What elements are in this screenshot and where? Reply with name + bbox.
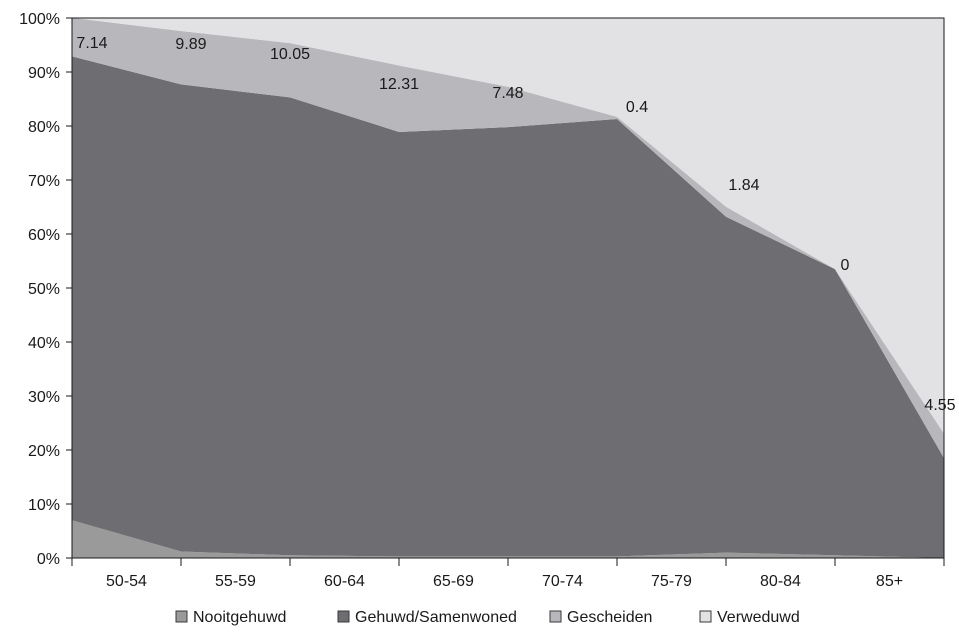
x-tick-label: 85+ xyxy=(876,573,903,590)
data-label: 9.89 xyxy=(175,36,206,53)
data-label: 0.4 xyxy=(626,99,648,116)
x-axis-tick-labels: 50-54 55-59 60-64 65-69 70-74 75-79 80-84 85+ xyxy=(106,573,903,590)
legend-swatch xyxy=(337,610,350,623)
y-tick-label: 80% xyxy=(28,119,60,136)
axes xyxy=(66,17,945,566)
legend-swatch xyxy=(175,610,188,623)
y-axis-tick-labels: 0% 10% 20% 30% 40% 50% 60% 70% 80% 90% 100% xyxy=(19,11,60,568)
legend: Nooitgehuwd Gehuwd/Samenwoned Gescheiden Ve… xyxy=(175,609,800,626)
area-gehuwd-samenwoned xyxy=(72,56,944,559)
data-label: 0 xyxy=(841,257,850,274)
y-tick-label: 40% xyxy=(28,335,60,352)
x-tick-label: 60-64 xyxy=(324,573,365,590)
y-tick-label: 30% xyxy=(28,389,60,406)
x-tick-label: 50-54 xyxy=(106,573,147,590)
x-tick-label: 55-59 xyxy=(215,573,256,590)
y-tick-label: 0% xyxy=(37,551,60,568)
x-tick-label: 65-69 xyxy=(433,573,474,590)
legend-swatch xyxy=(549,610,562,623)
legend-swatch xyxy=(699,610,712,623)
y-tick-label: 10% xyxy=(28,497,60,514)
area-layers xyxy=(72,17,944,559)
legend-label: Gescheiden xyxy=(567,609,652,626)
data-label: 4.55 xyxy=(924,397,955,414)
x-tick-label: 75-79 xyxy=(651,573,692,590)
y-tick-label: 20% xyxy=(28,443,60,460)
legend-label: Gehuwd/Samenwoned xyxy=(355,609,517,626)
data-label: 10.05 xyxy=(270,46,310,63)
x-tick-label: 80-84 xyxy=(760,573,801,590)
y-tick-label: 100% xyxy=(19,11,60,28)
data-label: 1.84 xyxy=(728,177,759,194)
data-label: 12.31 xyxy=(379,76,419,93)
y-tick-label: 60% xyxy=(28,227,60,244)
data-label: 7.14 xyxy=(76,35,107,52)
area-nooitgehuwd xyxy=(72,520,944,558)
area-verweduwd xyxy=(72,17,944,434)
y-tick-label: 50% xyxy=(28,281,60,298)
legend-label: Nooitgehuwd xyxy=(193,609,286,626)
y-tick-label: 90% xyxy=(28,65,60,82)
data-labels: 7.14 9.89 10.05 12.31 7.48 0.4 1.84 0 4.55 xyxy=(76,35,955,414)
legend-label: Verweduwd xyxy=(717,609,800,626)
x-tick-label: 70-74 xyxy=(542,573,583,590)
area-gescheiden xyxy=(72,17,944,459)
data-label: 7.48 xyxy=(492,85,523,102)
y-tick-label: 70% xyxy=(28,173,60,190)
